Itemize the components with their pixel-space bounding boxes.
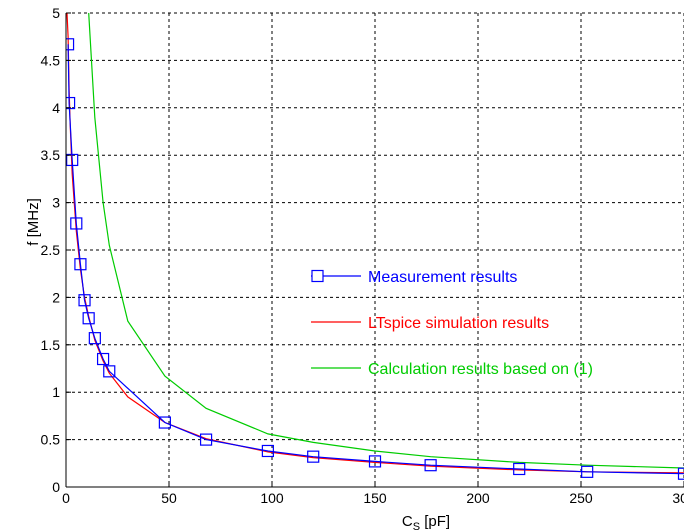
data-point (368, 455, 382, 468)
x-axis-label-main: C (402, 513, 413, 530)
y-tick-label: 2.5 (41, 242, 61, 258)
axes (65, 12, 684, 488)
data-point (96, 352, 110, 366)
y-tick-label: 0.5 (41, 432, 61, 448)
y-tick-label: 3.5 (41, 147, 61, 163)
data-point (424, 459, 437, 472)
y-tick-label: 5 (52, 5, 60, 21)
legend-label-1: LTspice simulation results (368, 315, 549, 332)
data-point (66, 96, 76, 110)
y-tick-label: 0 (52, 479, 60, 495)
data-point (88, 332, 101, 345)
x-tick-label: 300 (672, 490, 684, 506)
data-point (74, 258, 87, 271)
legend-marker-0 (311, 269, 324, 283)
data-point (70, 217, 83, 230)
x-tick-label: 50 (161, 490, 177, 506)
y-axis-label: f [MHz] (25, 198, 42, 246)
data-point (158, 416, 171, 429)
x-tick-label: 250 (569, 490, 593, 506)
y-tick-label: 1.5 (41, 337, 61, 353)
series-group (66, 13, 684, 480)
y-tick-label: 2 (52, 289, 60, 305)
data-point (103, 365, 116, 378)
y-tick-label: 3 (52, 195, 60, 211)
x-tick-label: 200 (466, 490, 490, 506)
data-point (513, 462, 526, 476)
x-axis-label-subscript: S (413, 521, 420, 531)
data-point (677, 467, 684, 480)
x-axis-label: CS [pF] (402, 513, 450, 531)
grid (66, 12, 684, 487)
legend-label-2: Calculation results based on (1) (368, 361, 593, 378)
data-point (199, 433, 213, 446)
x-tick-label: 150 (363, 490, 387, 506)
x-tick-label: 100 (260, 490, 284, 506)
data-point (78, 294, 91, 307)
series-0 (66, 38, 684, 480)
series-line-2 (88, 13, 684, 469)
series-line-0 (67, 44, 684, 475)
legend-label-0: Measurement results (368, 269, 517, 286)
data-point (82, 312, 95, 325)
data-point (261, 444, 274, 458)
y-tick-label: 4 (52, 100, 60, 116)
data-point (581, 465, 594, 478)
tick-labels: 0 50 100 150 200 250 300 0 0.5 1 1.5 2 2.5 3 3.5 4 4.5 5 (41, 5, 684, 506)
y-tick-label: 1 (52, 384, 60, 400)
x-tick-label: 0 (62, 490, 70, 506)
data-point (307, 450, 320, 463)
y-tick-label: 4.5 (41, 52, 61, 68)
series-2 (88, 13, 684, 469)
legend: Measurement results LTspice simulation re… (311, 269, 593, 378)
data-point (66, 153, 79, 167)
data-point (66, 38, 75, 51)
x-axis-label-unit: [pF] (420, 513, 450, 530)
